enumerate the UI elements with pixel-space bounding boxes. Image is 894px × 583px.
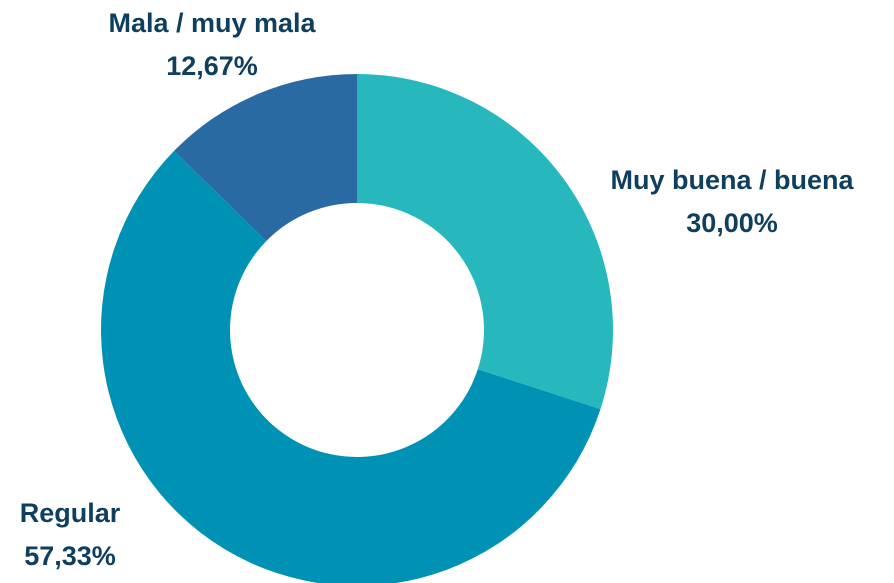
slice-label: Muy buena / buena [610,165,854,195]
slice-value-label: 30,00% [686,208,778,238]
donut-slice [357,74,613,410]
donut-slice [101,150,601,583]
slice-value-label: 12,67% [166,51,258,81]
slice-label: Mala / muy mala [108,8,316,38]
slice-value-label: 57,33% [24,541,116,571]
donut-slice [174,74,357,242]
slice-label: Regular [20,498,121,528]
